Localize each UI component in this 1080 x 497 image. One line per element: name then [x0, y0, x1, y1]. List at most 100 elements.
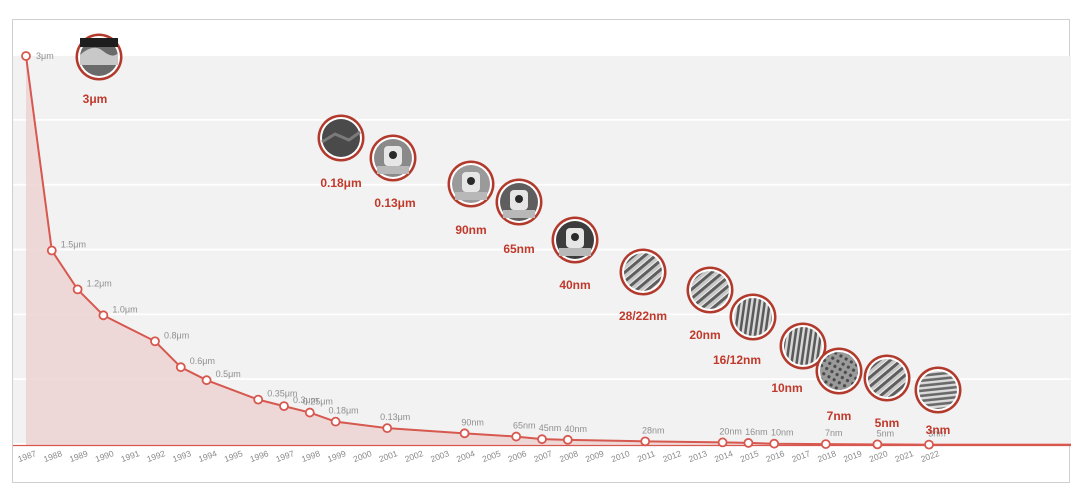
data-point: [72, 284, 83, 295]
data-label: 1.2μm: [87, 278, 112, 288]
substrate-shape: [455, 192, 487, 200]
data-label: 20nm: [719, 426, 742, 436]
x-tick-label: 2003: [429, 448, 450, 464]
x-tick-label: 2005: [481, 448, 502, 464]
grid-band: [13, 120, 1071, 185]
data-label: 0.5μm: [216, 369, 241, 379]
callout-label: 10nm: [771, 381, 802, 395]
x-tick-label: 2017: [790, 448, 811, 464]
data-point: [201, 375, 212, 386]
x-tick-label: 1994: [197, 448, 218, 464]
x-tick-label: 1997: [274, 448, 295, 464]
micrograph-image: [820, 352, 858, 390]
callout-label: 3nm: [926, 423, 951, 437]
gate-hole: [515, 195, 523, 203]
x-tick-label: 2002: [403, 448, 424, 464]
callout-label: 7nm: [827, 409, 852, 423]
image-callout: 10nm: [771, 322, 827, 395]
data-label: 0.8μm: [164, 330, 189, 340]
data-point: [717, 437, 728, 448]
substrate-shape: [559, 248, 591, 256]
data-point: [150, 336, 160, 347]
gate-hole: [389, 151, 397, 159]
x-tick-label: 1991: [120, 448, 141, 464]
image-callout: 28/22nm: [619, 248, 667, 323]
data-label: 90nm: [461, 417, 484, 427]
image-callout: 16/12nm: [713, 293, 777, 367]
data-point: [769, 438, 780, 449]
callout-label: 20nm: [689, 328, 720, 342]
x-tick-label: 2001: [378, 448, 399, 464]
x-tick-label: 2021: [894, 448, 915, 464]
callout-label: 0.13μm: [374, 196, 415, 210]
data-point: [820, 439, 831, 449]
substrate-shape: [503, 210, 535, 218]
grid-band: [13, 56, 1071, 120]
x-tick-label: 1993: [171, 448, 192, 464]
x-tick-label: 2010: [610, 448, 631, 464]
x-tick-label: 2011: [636, 448, 657, 464]
grid-band: [13, 250, 1071, 315]
dark-layer: [80, 38, 118, 47]
image-callout: 7nm: [815, 347, 863, 423]
data-label: 16nm: [745, 427, 768, 437]
callout-label: 5nm: [875, 416, 900, 430]
micrograph-image: [784, 327, 822, 365]
data-point: [924, 439, 934, 450]
image-callout: 5nm: [863, 354, 911, 430]
trench-shape: [321, 130, 361, 144]
grid-band: [13, 185, 1071, 250]
callout-label: 0.18μm: [320, 176, 361, 190]
background-bands: [13, 56, 1071, 445]
process-node-timeline-chart: 3μm1.5μm1.2μm1.0μm0.8μm0.6μm0.5μm0.35μm0…: [13, 33, 1071, 464]
callout-label: 40nm: [559, 278, 590, 292]
data-point: [330, 416, 341, 427]
micrograph-image: [624, 253, 662, 291]
x-tick-label: 2012: [661, 448, 682, 464]
area-layer: [13, 55, 1071, 447]
data-label: 10nm: [771, 428, 794, 438]
area-fill: [26, 56, 929, 445]
data-label: 40nm: [565, 424, 588, 434]
data-point: [382, 423, 393, 434]
callout-label: 16/12nm: [713, 353, 761, 367]
image-callout: 3μm: [75, 33, 123, 106]
callout-label: 28/22nm: [619, 309, 667, 323]
callout-label: 65nm: [503, 242, 534, 256]
x-axis-ticks: 1987 1988 1989 1990 1991 1992 1993 1994 1995 1996…: [16, 448, 940, 464]
data-point: [279, 401, 289, 412]
data-point: [743, 438, 754, 448]
micrograph-image: [734, 298, 772, 336]
x-tick-label: 1999: [326, 448, 347, 464]
data-point: [640, 436, 651, 447]
x-tick-label: 2009: [584, 448, 605, 464]
micrograph-image: [868, 359, 906, 397]
data-label: 0.18μm: [328, 406, 358, 416]
x-tick-label: 1995: [223, 448, 244, 464]
image-callout: 65nm: [495, 178, 543, 256]
data-label: 3nm: [928, 429, 946, 439]
layer-shape: [80, 47, 118, 65]
data-label: 5nm: [877, 428, 895, 438]
x-tick-label: 1987: [16, 448, 37, 464]
data-label: 0.6μm: [190, 356, 215, 366]
data-label: 0.25μm: [303, 397, 333, 407]
x-tick-label: 1990: [94, 448, 115, 464]
x-tick-label: 2006: [507, 448, 528, 464]
image-callout: 3nm: [914, 366, 962, 437]
x-tick-label: 2015: [739, 448, 760, 464]
x-tick-label: 2020: [868, 448, 889, 464]
image-callout: 90nm: [447, 160, 495, 237]
callout-label: 3μm: [83, 92, 108, 106]
x-tick-label: 2007: [532, 448, 553, 464]
data-point: [253, 394, 264, 405]
data-label: 0.3μm: [293, 395, 318, 405]
x-tick-label: 2000: [352, 448, 373, 464]
data-point: [872, 439, 883, 450]
substrate-shape: [377, 166, 409, 174]
data-label: 1.5μm: [61, 240, 86, 250]
x-tick-label: 2022: [919, 448, 940, 464]
x-tick-label: 1989: [68, 448, 89, 464]
data-label: 1.0μm: [112, 304, 137, 314]
series-line: [25, 55, 1071, 446]
